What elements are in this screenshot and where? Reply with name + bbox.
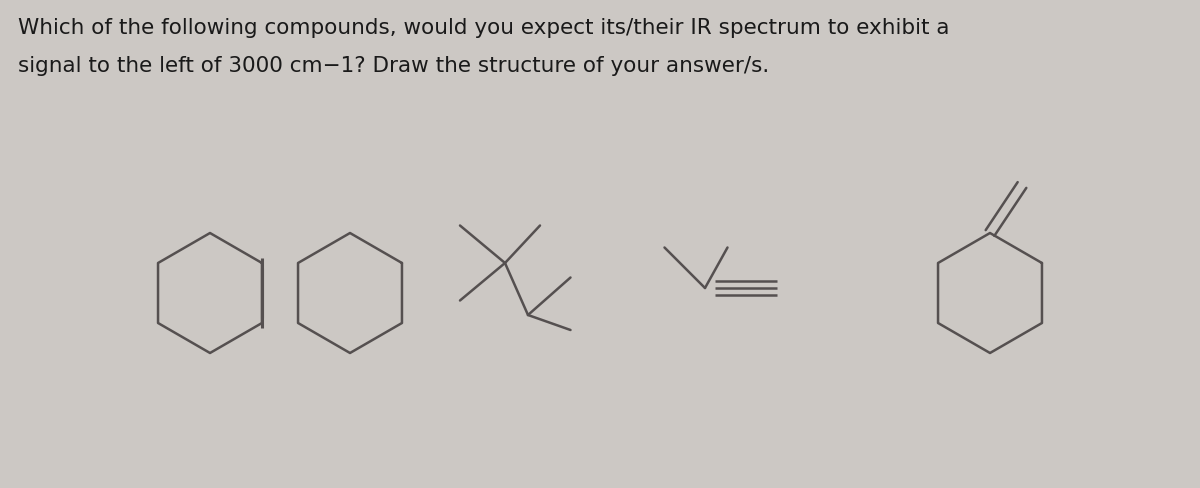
Text: Which of the following compounds, would you expect its/their IR spectrum to exhi: Which of the following compounds, would … <box>18 18 949 38</box>
Text: signal to the left of 3000 cm−1? Draw the structure of your answer/s.: signal to the left of 3000 cm−1? Draw th… <box>18 56 769 76</box>
